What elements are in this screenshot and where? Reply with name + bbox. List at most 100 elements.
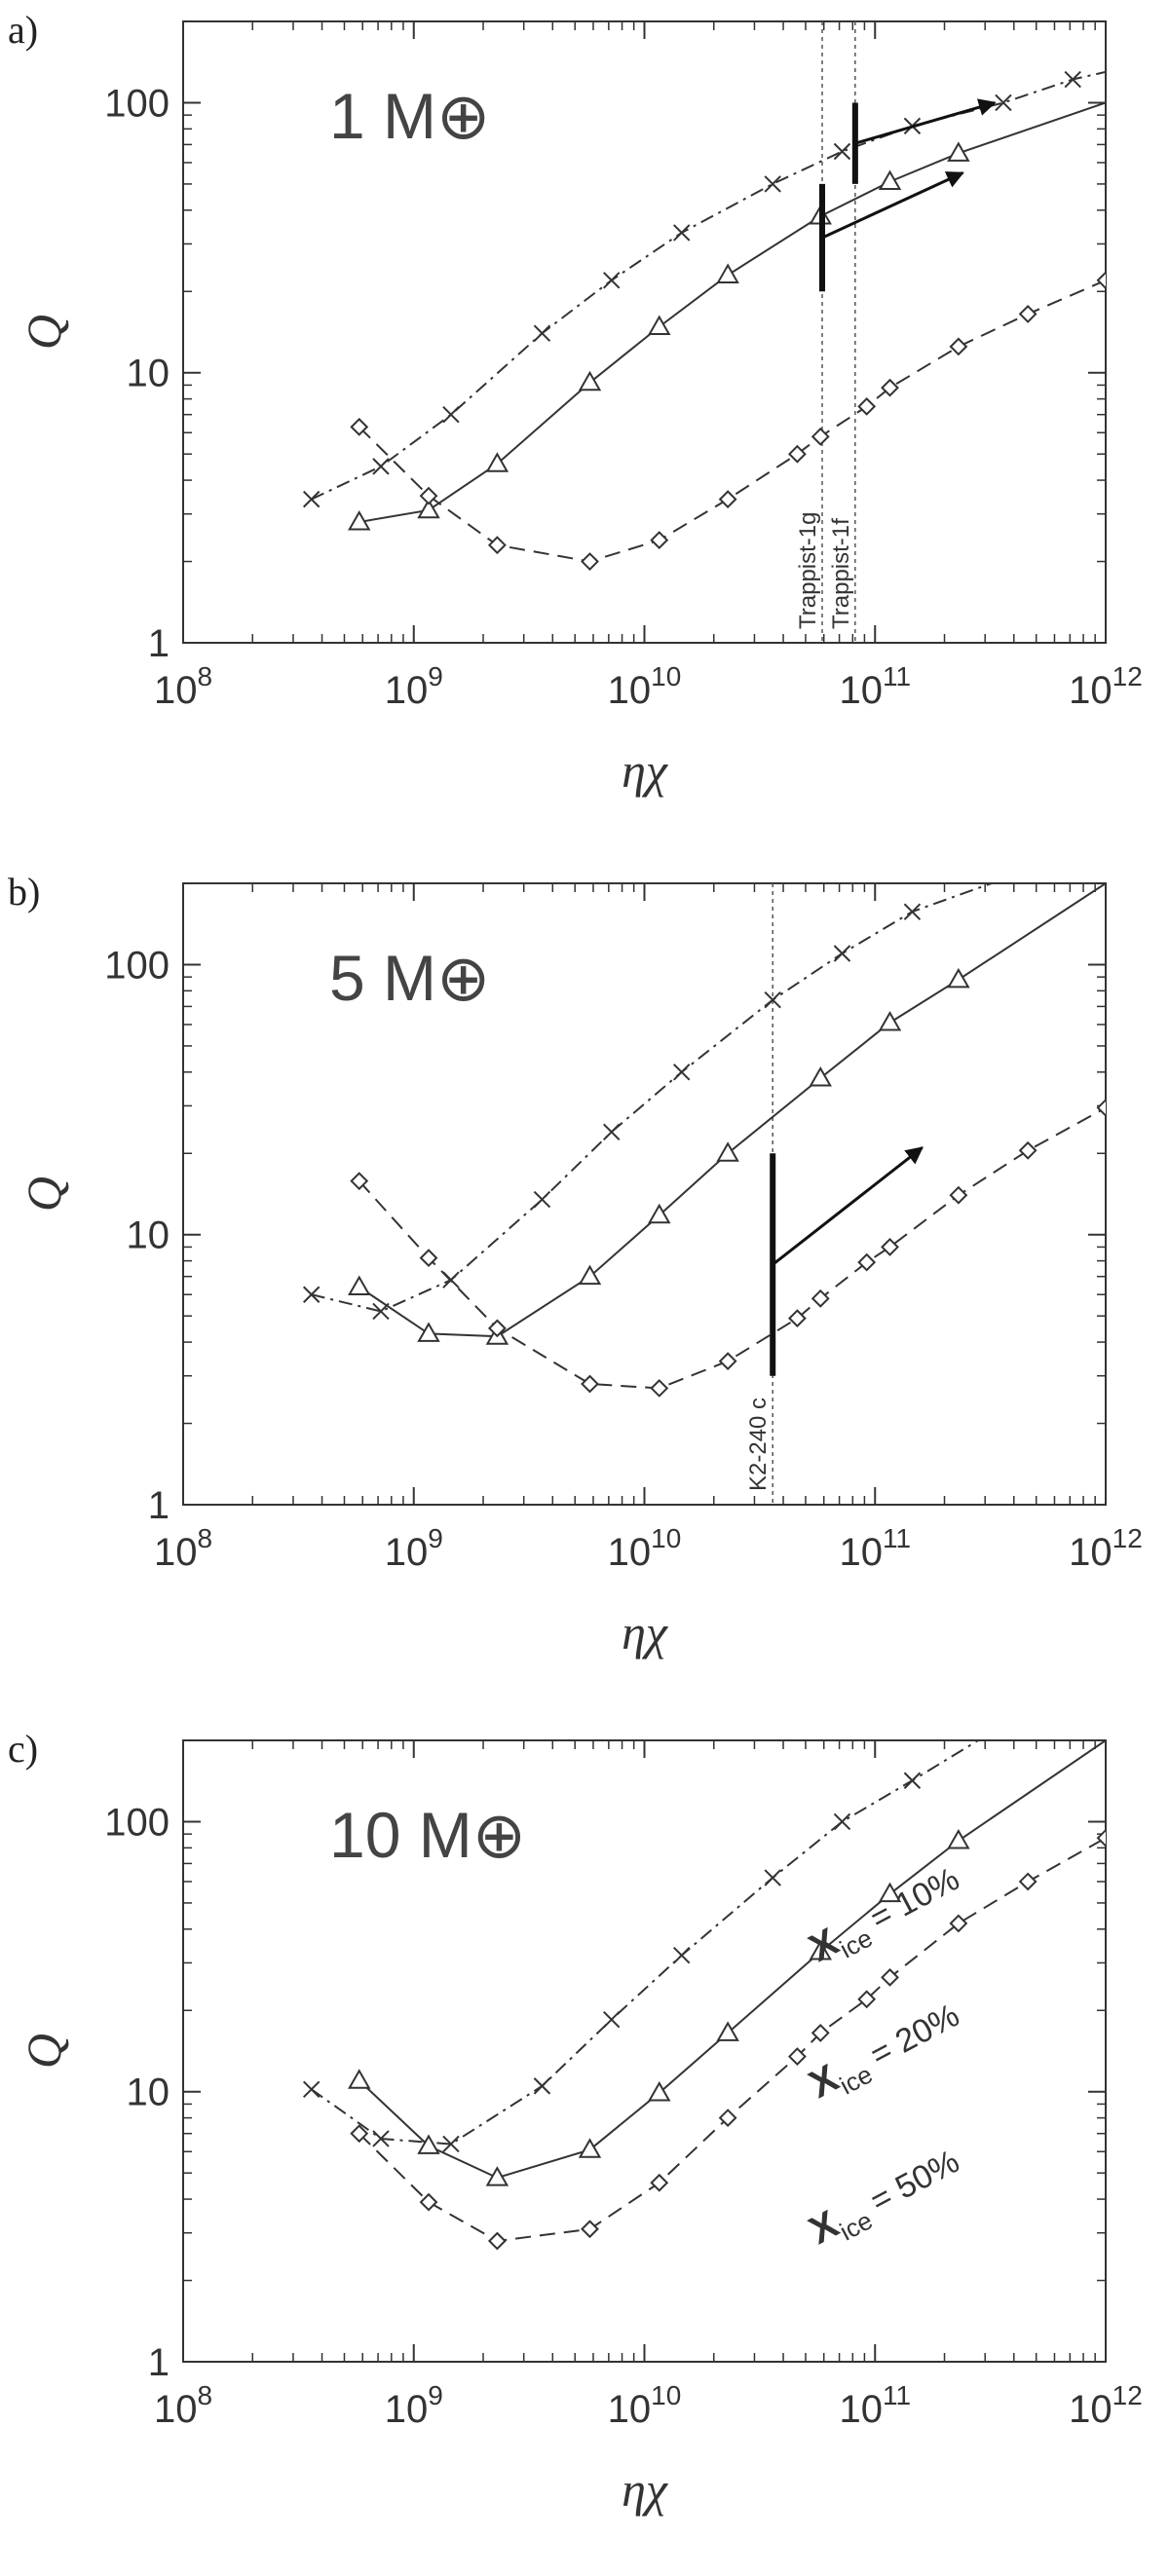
x-tick-label: 109 [385,661,443,712]
data-point-ice50 [350,2124,369,2144]
data-point-ice50 [881,1238,899,1256]
data-point-ice50 [650,531,669,549]
data-point-ice20 [417,498,440,519]
series-line-ice10 [311,1740,979,2146]
data-point-ice20 [485,452,509,472]
planet-label: Trappist-1f [828,518,854,629]
data-point-ice50 [487,2231,507,2251]
data-point-ice10 [302,490,321,508]
planet-label: K2-240 c [745,1398,772,1491]
data-point-ice20 [809,1065,832,1087]
x-tick-label: 1010 [608,2380,682,2431]
data-point-ice20 [348,1275,371,1295]
data-point-ice50 [811,2024,830,2042]
planet-mass-label: 10 M⊕ [329,1799,526,1871]
data-point-ice10 [533,1190,551,1209]
data-point-ice20 [578,370,602,392]
data-point-ice10 [442,2135,460,2153]
chart-svg: a) 108 109 1010 1011 1012 1 10 100 ηχ Q 1 M⊕ Trappis… [8,8,1143,798]
data-point-ice50 [787,1309,807,1328]
data-point-ice50 [650,2173,669,2192]
planet-mass-label: 5 M⊕ [329,942,490,1014]
x-axis-title: ηχ [622,1605,669,1660]
data-point-ice10 [302,2080,321,2099]
x-tick-label: 109 [385,1523,443,1574]
data-point-ice50 [487,1319,507,1338]
planet-mass-label: 1 M⊕ [329,80,490,152]
x-tick-label: 1010 [608,1523,682,1574]
data-point-ice10 [603,1123,621,1141]
data-point-ice20 [348,510,371,531]
series-line-ice20 [358,883,1106,1338]
data-point-ice10 [672,224,691,242]
series-label-ice20: Xice = 20% [803,1993,969,2112]
data-point-ice10 [372,458,390,475]
data-point-ice50 [419,486,438,505]
y-tick-label: 100 [104,82,170,125]
data-point-ice10 [603,2010,621,2029]
data-point-ice10 [533,2077,551,2095]
data-point-ice50 [811,1288,830,1308]
data-point-ice50 [787,444,807,464]
trend-arrow [821,171,964,240]
x-axis-title: ηχ [622,743,669,798]
data-point-ice20 [716,1141,739,1162]
data-point-ice20 [648,2080,671,2102]
series-label-ice10: Xice = 10% [803,1856,969,1976]
data-point-ice50 [857,1990,877,2009]
data-point-ice50 [787,2047,807,2067]
x-tick-label: 1012 [1069,661,1143,712]
data-point-ice10 [1064,70,1081,89]
data-point-ice50 [350,417,369,436]
data-point-ice10 [764,1869,781,1886]
data-point-ice10 [764,175,781,193]
data-point-ice20 [878,169,902,191]
y-tick-label: 10 [127,353,170,395]
data-point-ice50 [581,1374,599,1394]
data-point-ice20 [716,263,739,283]
data-point-ice50 [857,1252,877,1272]
data-point-ice10 [372,2130,390,2147]
data-point-ice10 [995,93,1012,112]
series-line-ice20 [358,101,1106,523]
panel-tag: a) [8,8,38,52]
data-point-ice20 [648,315,671,336]
data-point-ice50 [581,2220,599,2239]
x-tick-label: 1012 [1069,2380,1143,2431]
x-tick-label: 108 [154,2380,212,2431]
data-point-ice10 [833,945,851,962]
plot-frame [182,882,1107,1506]
trend-arrow [854,98,997,145]
y-tick-label: 1 [148,2341,170,2384]
data-point-ice50 [1018,305,1037,323]
data-point-ice50 [1018,1140,1037,1160]
data-point-ice50 [949,1185,968,1205]
data-point-ice50 [650,1378,669,1398]
panel-a: a) 108 109 1010 1011 1012 1 10 100 ηχ Q 1 M⊕ Trappis… [0,0,1169,857]
planet-label: Trappist-1g [795,512,821,630]
y-tick-label: 10 [127,1214,170,1257]
data-point-ice10 [903,1772,922,1789]
data-point-ice50 [1096,271,1106,290]
data-point-ice10 [533,324,551,342]
series-line-ice10 [311,883,993,1313]
data-point-ice10 [672,1064,691,1081]
data-point-ice50 [718,490,737,509]
data-point-ice50 [857,396,877,416]
data-point-ice50 [718,2109,737,2128]
data-point-ice50 [419,1249,438,1268]
data-point-ice10 [603,272,621,289]
panel-tag: b) [8,870,40,914]
data-point-ice50 [419,2192,438,2212]
y-axis-title: Q [17,315,71,350]
data-point-ice20 [417,2134,440,2154]
x-axis-title: ηχ [622,2462,669,2517]
series-line-ice50 [358,279,1106,563]
series-line-ice10 [311,70,1106,501]
data-point-ice20 [485,2166,509,2186]
chart-svg: c) 108 109 1010 1011 1012 1 10 100 ηχ Q 10 M⊕ Xice =… [8,1727,1143,2517]
x-tick-label: 1011 [839,2380,911,2431]
y-axis-title: Q [17,1176,71,1212]
data-point-ice10 [764,991,781,1009]
data-point-ice20 [348,2069,371,2089]
